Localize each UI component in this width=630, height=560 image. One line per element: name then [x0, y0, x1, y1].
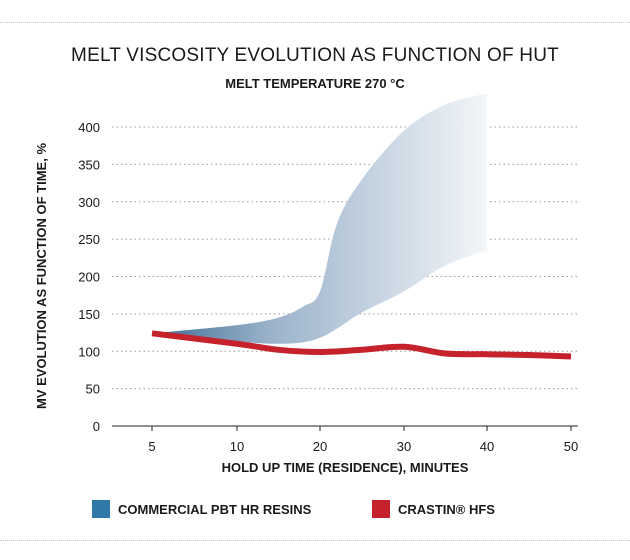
- line-crastin-hfs: [151, 330, 572, 360]
- y-tick-label: 150: [78, 307, 100, 322]
- x-tick-label: 50: [564, 439, 578, 454]
- x-tick-label: 40: [480, 439, 494, 454]
- top-divider: [0, 22, 630, 23]
- y-tick-label: 250: [78, 232, 100, 247]
- y-tick-label: 50: [86, 382, 100, 397]
- y-tick-label: 350: [78, 157, 100, 172]
- bottom-divider: [0, 540, 630, 541]
- legend-item-commercial-pbt: COMMERCIAL PBT HR RESINS: [92, 500, 311, 518]
- legend-label-crastin-hfs: CRASTIN® HFS: [398, 501, 495, 517]
- plot-area: [151, 93, 572, 360]
- chart-title: MELT VISCOSITY EVOLUTION AS FUNCTION OF …: [71, 45, 559, 66]
- legend-item-crastin-hfs: CRASTIN® HFS: [372, 500, 495, 518]
- y-tick-label: 300: [78, 195, 100, 210]
- y-axis-label: MV EVOLUTION AS FUNCTION OF TIME, %: [34, 143, 49, 409]
- chart-subtitle: MELT TEMPERATURE 270 °C: [225, 76, 405, 91]
- x-tick-label: 5: [148, 439, 155, 454]
- y-tick-label: 0: [93, 419, 100, 434]
- x-axis-label: HOLD UP TIME (RESIDENCE), MINUTES: [222, 460, 469, 475]
- y-tick-label: 200: [78, 270, 100, 285]
- legend-swatch-crastin-hfs: [372, 500, 390, 518]
- band-commercial-pbt-hr-resins: [152, 93, 487, 344]
- x-tick-label: 30: [397, 439, 411, 454]
- y-tick-label: 400: [78, 120, 100, 135]
- y-axis-ticks: 0 50 100 150 200 250 300 350 400: [78, 120, 100, 434]
- legend-swatch-commercial-pbt: [92, 500, 110, 518]
- legend-label-commercial-pbt: COMMERCIAL PBT HR RESINS: [118, 501, 312, 517]
- x-axis-ticks: 5 10 20 30 40 50: [148, 426, 578, 454]
- y-tick-label: 100: [78, 344, 100, 359]
- x-tick-label: 10: [230, 439, 244, 454]
- gridlines: [112, 126, 578, 427]
- chart-svg: MELT VISCOSITY EVOLUTION AS FUNCTION OF …: [34, 45, 578, 475]
- x-tick-label: 20: [313, 439, 327, 454]
